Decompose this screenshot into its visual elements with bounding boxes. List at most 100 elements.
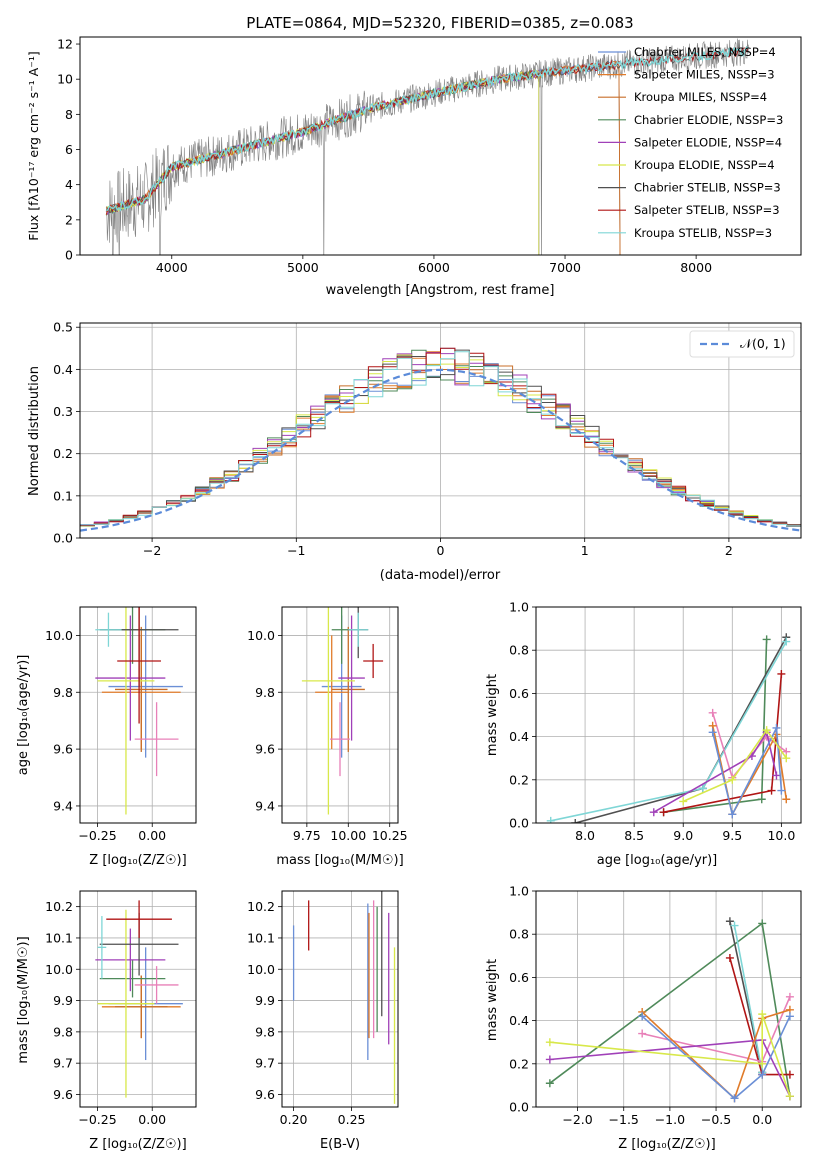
mw-vs-age-ylabel: mass weight — [485, 674, 500, 756]
mass-weight-vs-z-panel: Z [log₁₀(Z/Z☉)] mass weight −2.0 −1.5 −1.0… — [485, 884, 802, 1152]
x-tick-label: 8.5 — [624, 828, 644, 843]
mw-vs-age-xlabel: age [log₁₀(age/yr)] — [597, 853, 718, 868]
x-tick-label: 9.75 — [293, 828, 321, 843]
clipped-layer — [80, 347, 801, 532]
legend-label: Kroupa STELIB, NSSP=3 — [634, 226, 772, 240]
legend-label: 𝒩(0, 1) — [740, 336, 786, 351]
histogram-xlabel: (data-model)/error — [380, 568, 501, 583]
mass-vs-ebv-panel: E(B-V) 0.20 0.25 9.6 9.7 9.8 9.9 10.0 10.1 10.2 — [247, 890, 399, 1152]
y-tick-label: 6 — [65, 142, 73, 157]
x-tick-label: 2 — [725, 543, 733, 558]
y-tick-label: 9.9 — [53, 993, 73, 1008]
legend-label: Kroupa MILES, NSSP=4 — [634, 90, 767, 104]
plus-marker — [546, 816, 555, 823]
x-tick-label: 10.0 — [767, 828, 795, 843]
plus-marker — [777, 786, 786, 795]
clipped-layer — [301, 607, 384, 815]
y-tick-label: 0.8 — [509, 643, 529, 658]
plot-frame — [79, 36, 802, 256]
clipped-layer — [95, 900, 183, 1098]
x-tick-label: 4000 — [156, 260, 188, 275]
plus-marker — [638, 1012, 647, 1021]
mass-vs-z-xlabel: Z [log₁₀(Z/Z☉)] — [89, 1137, 186, 1152]
plus-marker — [545, 1055, 554, 1064]
plus-marker — [782, 637, 791, 646]
clipped-layer — [545, 917, 794, 1103]
y-tick-label: 10.0 — [247, 962, 275, 977]
plot-frame — [79, 890, 197, 1108]
y-tick-label: 9.8 — [53, 1024, 73, 1039]
spectrum-title: PLATE=0864, MJD=52320, FIBERID=0385, z=0… — [246, 14, 633, 32]
clipped-layer — [546, 633, 791, 823]
plus-marker — [698, 784, 707, 793]
y-tick-label: 10.0 — [45, 962, 73, 977]
y-tick-label: 10.1 — [45, 930, 73, 945]
plus-marker — [725, 953, 734, 962]
mass-weight-line-s1 — [711, 725, 783, 817]
y-tick-label: 9.6 — [255, 742, 275, 757]
y-tick-label: 9.6 — [53, 742, 73, 757]
y-tick-label: 10.2 — [247, 899, 275, 914]
plus-marker — [728, 810, 737, 819]
plot-frame — [535, 890, 802, 1108]
y-tick-label: 0.1 — [53, 488, 73, 503]
y-tick-label: 0 — [65, 248, 73, 263]
plus-marker — [772, 771, 781, 780]
y-tick-label: 9.8 — [255, 1024, 275, 1039]
x-tick-label: 6000 — [418, 260, 450, 275]
y-tick-label: 0.2 — [509, 1056, 529, 1071]
plot-frame — [281, 606, 399, 824]
plot-frame — [79, 322, 802, 539]
y-tick-label: 12 — [57, 37, 73, 52]
x-tick-label: 0.0 — [752, 1112, 772, 1127]
x-tick-label: −0.5 — [701, 1112, 731, 1127]
x-tick-label: 9.0 — [673, 828, 693, 843]
plot-frame — [281, 890, 399, 1108]
spectrum-ylabel: Flux [fλ10⁻¹⁷ erg cm⁻² s⁻¹ A⁻¹] — [26, 51, 41, 240]
plus-marker — [708, 728, 717, 737]
plus-marker — [730, 921, 739, 930]
mass-weight-line-s6 — [682, 728, 787, 803]
x-tick-label: −1.5 — [609, 1112, 639, 1127]
x-tick-label: −1 — [287, 543, 305, 558]
spectrum-xlabel: wavelength [Angstrom, rest frame] — [326, 283, 555, 298]
y-tick-label: 2 — [65, 212, 73, 227]
mass-weight-line-s7 — [575, 636, 788, 823]
model-spectrum-s2 — [105, 61, 621, 255]
plus-marker — [762, 726, 771, 735]
mass-weight-line-s9 — [733, 925, 763, 1073]
plus-marker — [785, 1070, 794, 1079]
x-tick-label: 7000 — [549, 260, 581, 275]
y-tick-label: 9.4 — [53, 798, 73, 813]
observed-spectrum-line — [105, 38, 749, 255]
plus-marker — [679, 797, 688, 806]
plus-marker — [571, 819, 580, 823]
y-tick-label: 9.6 — [255, 1087, 275, 1102]
x-tick-label: −0.25 — [78, 1112, 116, 1127]
x-tick-label: −1.0 — [655, 1112, 685, 1127]
plus-marker — [725, 917, 734, 926]
age-vs-z-panel: Z [log₁₀(Z/Z☉)] age [log₁₀(age/yr)] −0.2… — [16, 606, 197, 868]
y-tick-label: 0.4 — [509, 729, 529, 744]
plus-marker — [772, 723, 781, 732]
legend-label: Chabrier ELODIE, NSSP=3 — [634, 113, 783, 127]
plot-frame — [535, 606, 802, 824]
y-tick-label: 9.7 — [53, 1056, 73, 1071]
y-tick-label: 1.0 — [509, 884, 529, 899]
y-tick-label: 0.0 — [509, 1100, 529, 1115]
y-tick-label: 0.5 — [53, 320, 73, 335]
age-vs-mass-panel: mass [log₁₀(M/M☉)] 9.75 10.00 10.25 9.4 9.6 9… — [247, 606, 408, 868]
y-tick-label: 9.7 — [255, 1056, 275, 1071]
age-vs-z-xlabel: Z [log₁₀(Z/Z☉)] — [89, 853, 186, 868]
x-tick-label: 0 — [437, 543, 445, 558]
legend-box — [689, 330, 795, 358]
mw-vs-z-ylabel: mass weight — [485, 959, 500, 1041]
plus-marker — [659, 808, 668, 817]
histogram-panel: (data-model)/error Normed distribution −… — [27, 320, 802, 583]
plus-marker — [758, 1010, 767, 1019]
x-tick-label: 0.00 — [138, 828, 166, 843]
y-tick-label: 0.8 — [509, 927, 529, 942]
plus-marker — [785, 992, 794, 1001]
y-tick-label: 9.8 — [255, 685, 275, 700]
x-tick-label: −2.0 — [562, 1112, 592, 1127]
